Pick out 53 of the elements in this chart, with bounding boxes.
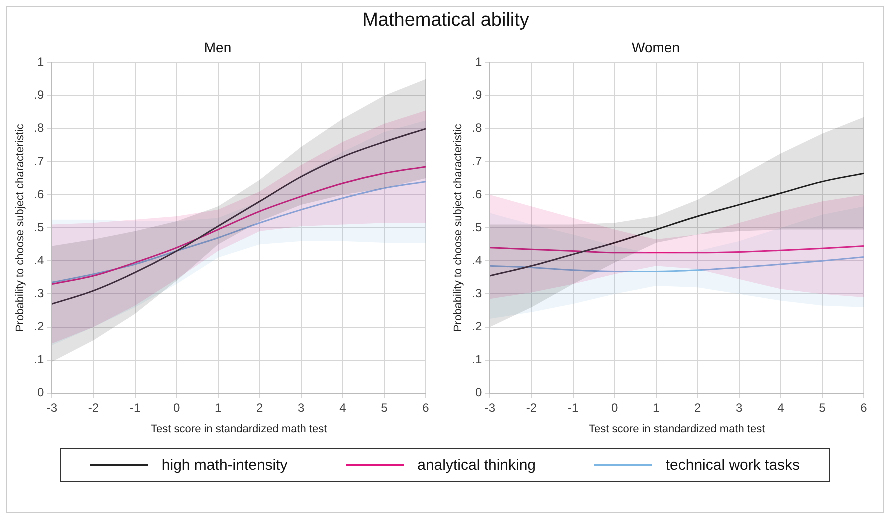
y-tick-label: .3 (472, 286, 483, 301)
x-tick-label: 3 (298, 400, 306, 415)
x-tick-label: -2 (88, 400, 100, 415)
x-axis-title: Test score in standardized math test (589, 423, 766, 436)
x-tick-label: 6 (860, 400, 868, 415)
x-tick-label: -3 (46, 400, 58, 415)
y-tick-label: 0 (476, 386, 483, 400)
x-tick-label: 0 (611, 400, 618, 415)
y-tick-label: 1 (476, 55, 483, 70)
y-tick-label: .4 (472, 253, 483, 268)
y-axis-title: Probability to choose subject characteristic (14, 124, 27, 332)
chart-title: Women (632, 39, 680, 56)
y-tick-label: .1 (472, 352, 483, 367)
y-tick-label: .1 (34, 352, 45, 367)
y-tick-label: .7 (472, 154, 483, 168)
chart-title: Mathematical ability (362, 10, 530, 32)
x-tick-label: -3 (484, 400, 496, 415)
y-axis-title: Probability to choose subject characteristic (452, 124, 465, 332)
y-tick-label: .5 (472, 220, 483, 234)
x-tick-label: 0 (173, 400, 180, 415)
legend-label: technical work tasks (666, 456, 800, 474)
y-tick-label: .2 (472, 320, 483, 334)
x-tick-label: -1 (568, 400, 579, 415)
y-tick-label: .8 (472, 121, 483, 136)
y-tick-label: 0 (38, 386, 45, 400)
x-tick-label: 4 (778, 400, 785, 415)
x-tick-label: 2 (694, 400, 702, 415)
x-axis-title: Test score in standardized math test (151, 423, 328, 436)
y-tick-label: .6 (472, 187, 483, 202)
y-tick-label: .2 (34, 320, 45, 334)
x-tick-label: 3 (736, 400, 744, 415)
line-series (490, 246, 864, 254)
x-tick-label: 5 (819, 400, 826, 415)
chart-subtitle: Men (204, 39, 232, 56)
x-tick-label: -2 (526, 400, 538, 415)
x-tick-label: 6 (422, 400, 430, 415)
x-tick-label: 1 (214, 400, 222, 415)
y-tick-label: .4 (34, 253, 45, 268)
legend-label: high math-intensity (162, 456, 288, 474)
legend-label: analytical thinking (418, 456, 536, 474)
y-tick-label: .5 (34, 220, 45, 234)
y-tick-label: .3 (34, 286, 45, 301)
y-tick-label: .6 (34, 187, 45, 202)
x-tick-label: -1 (130, 400, 141, 415)
y-tick-label: 1 (38, 55, 45, 70)
x-tick-label: 5 (381, 400, 388, 415)
y-tick-label: .7 (34, 154, 45, 168)
x-tick-label: 2 (256, 400, 264, 415)
y-tick-label: .8 (34, 121, 45, 136)
y-tick-label: .9 (472, 88, 483, 102)
y-tick-label: .9 (34, 88, 45, 102)
x-tick-label: 1 (652, 400, 660, 415)
x-tick-label: 4 (340, 400, 347, 415)
